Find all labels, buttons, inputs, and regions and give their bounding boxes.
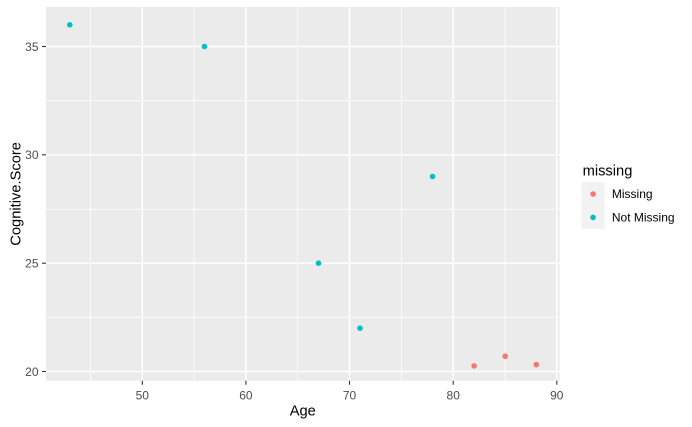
svg-text:30: 30 (25, 148, 39, 162)
svg-text:missing: missing (583, 163, 633, 179)
svg-text:80: 80 (447, 389, 461, 403)
svg-text:Cognitive.Score: Cognitive.Score (8, 142, 24, 246)
svg-text:60: 60 (239, 389, 253, 403)
svg-text:Age: Age (290, 404, 316, 420)
svg-text:90: 90 (550, 389, 564, 403)
svg-text:70: 70 (343, 389, 357, 403)
svg-text:Not Missing: Not Missing (612, 211, 675, 225)
svg-text:Missing: Missing (612, 187, 653, 201)
svg-text:35: 35 (25, 40, 39, 54)
svg-text:50: 50 (136, 389, 150, 403)
svg-text:25: 25 (25, 257, 39, 271)
svg-text:20: 20 (25, 365, 39, 379)
